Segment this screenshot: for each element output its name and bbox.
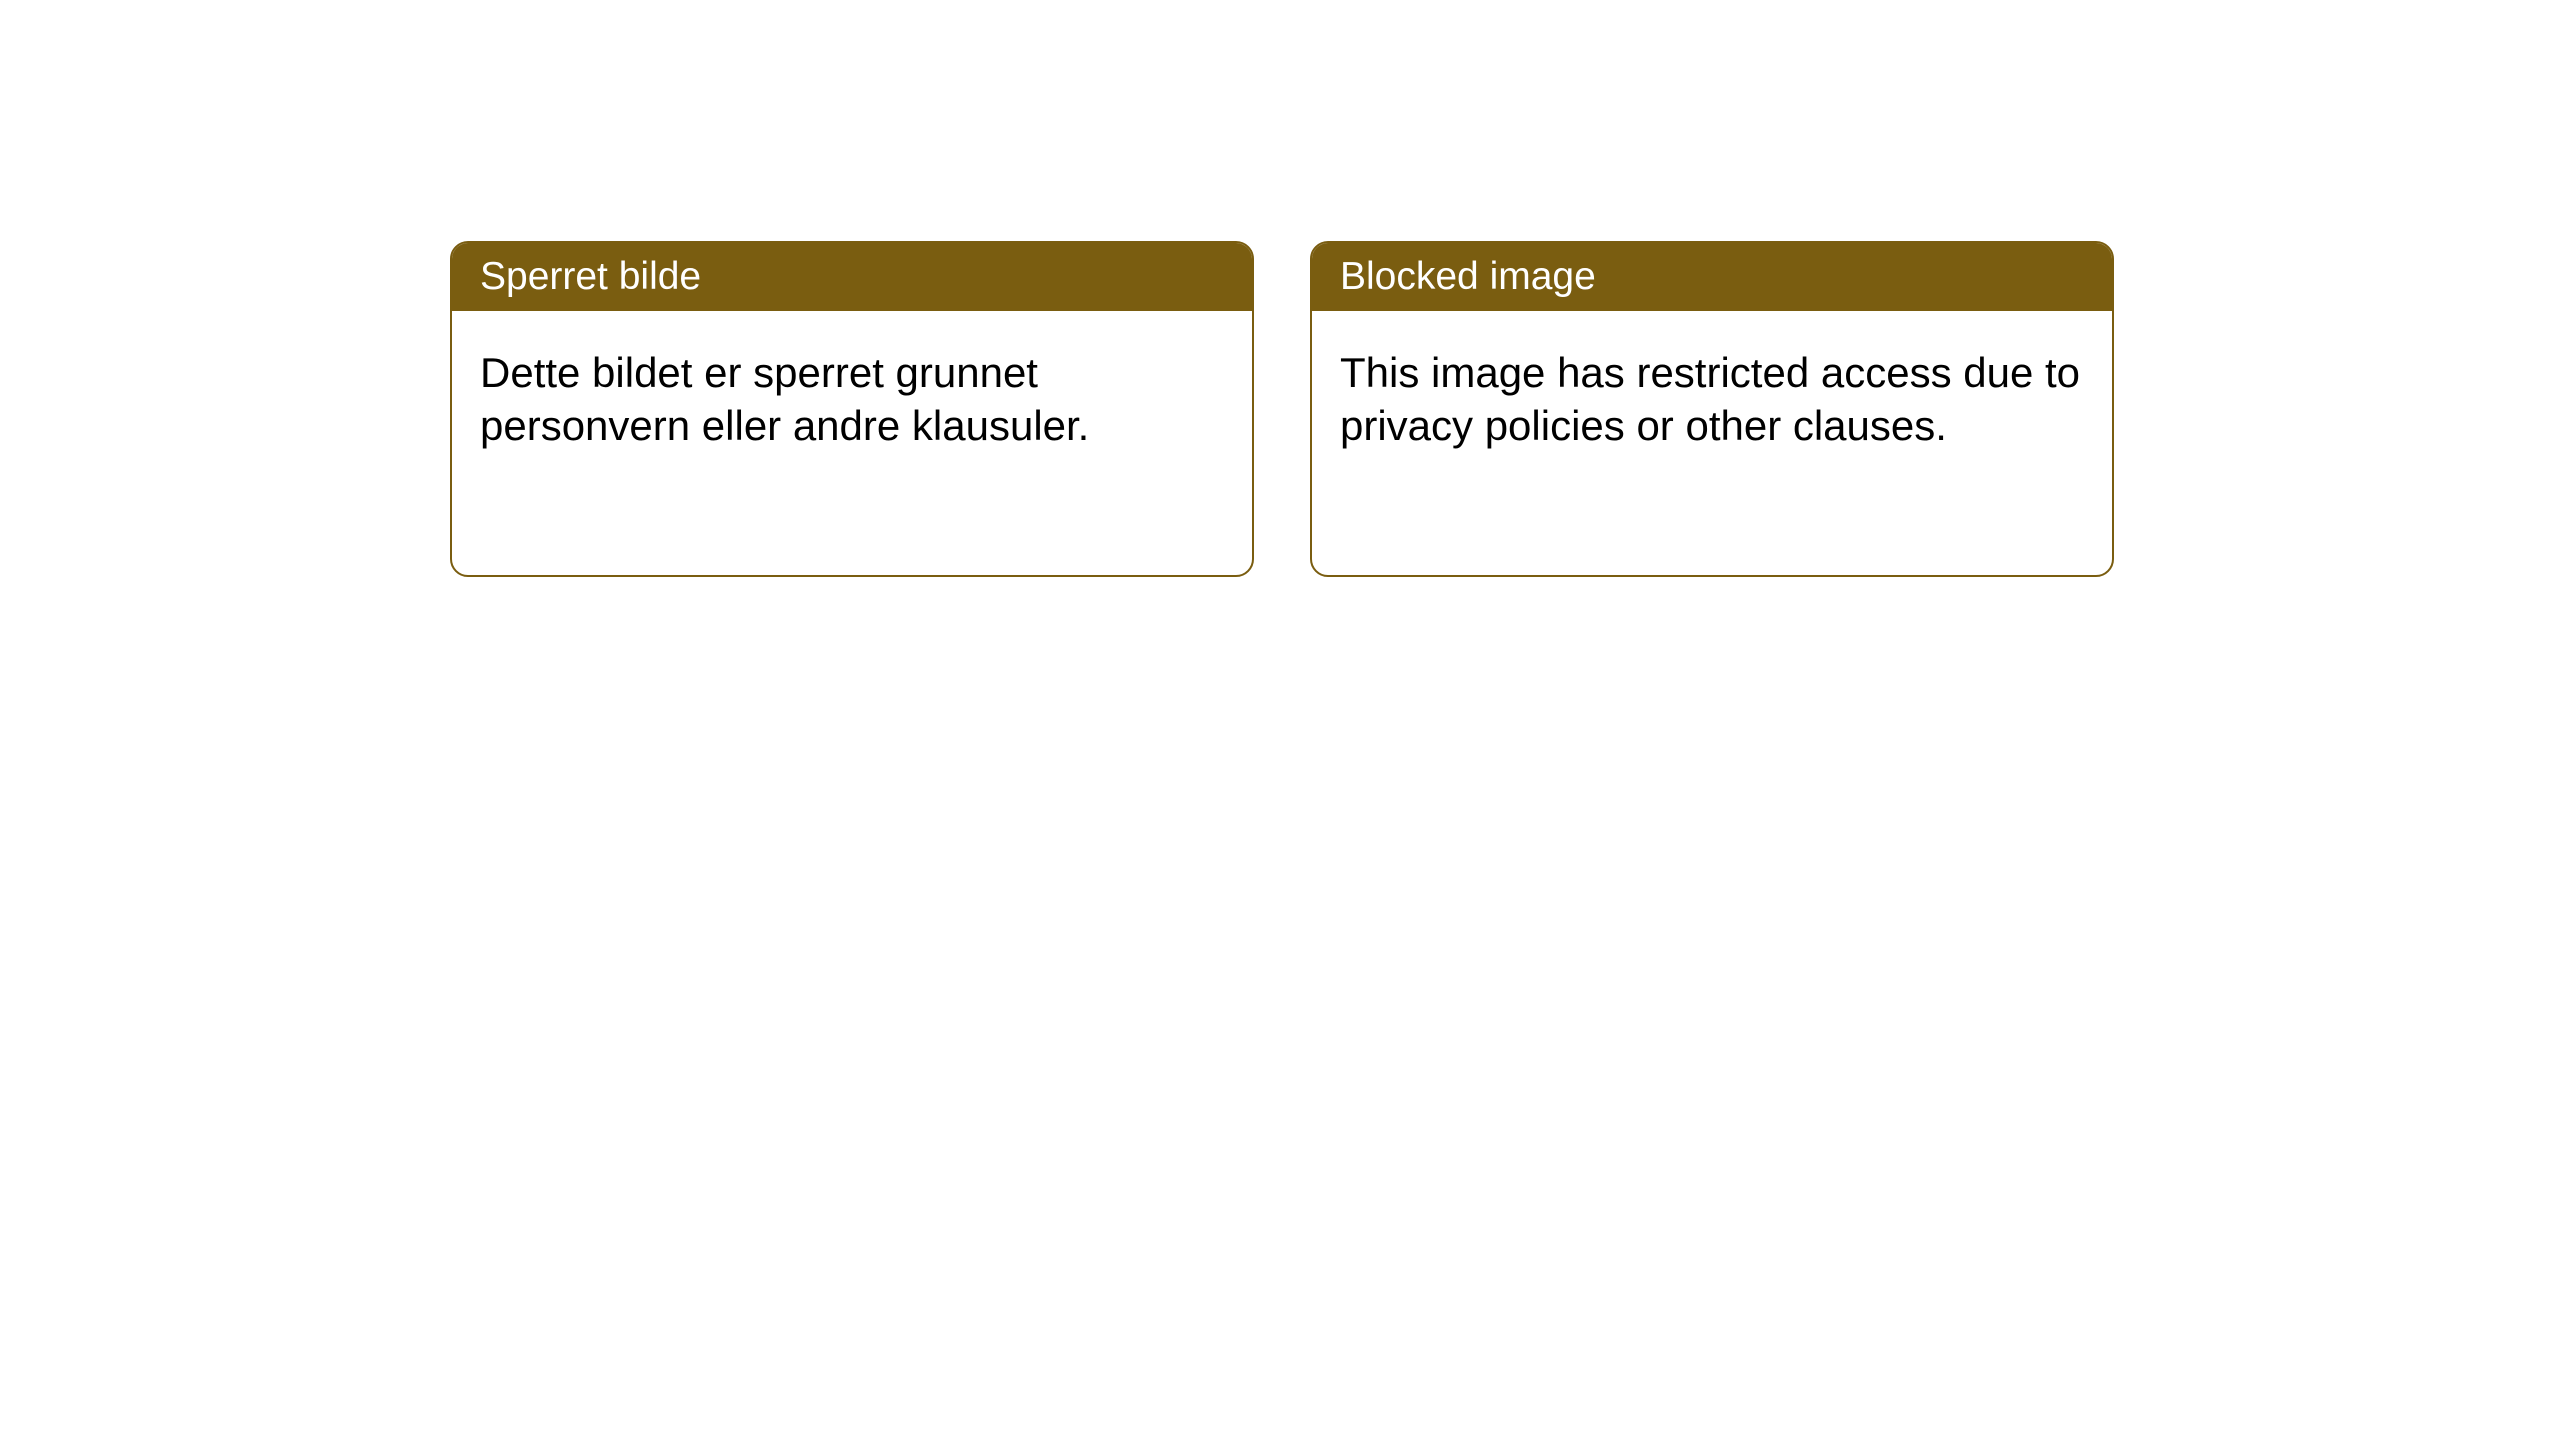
notice-cards-container: Sperret bilde Dette bildet er sperret gr… — [0, 0, 2560, 577]
blocked-image-card-norwegian: Sperret bilde Dette bildet er sperret gr… — [450, 241, 1254, 577]
card-title: Sperret bilde — [452, 243, 1252, 311]
card-body-text: Dette bildet er sperret grunnet personve… — [452, 311, 1252, 488]
card-body-text: This image has restricted access due to … — [1312, 311, 2112, 488]
card-title: Blocked image — [1312, 243, 2112, 311]
blocked-image-card-english: Blocked image This image has restricted … — [1310, 241, 2114, 577]
